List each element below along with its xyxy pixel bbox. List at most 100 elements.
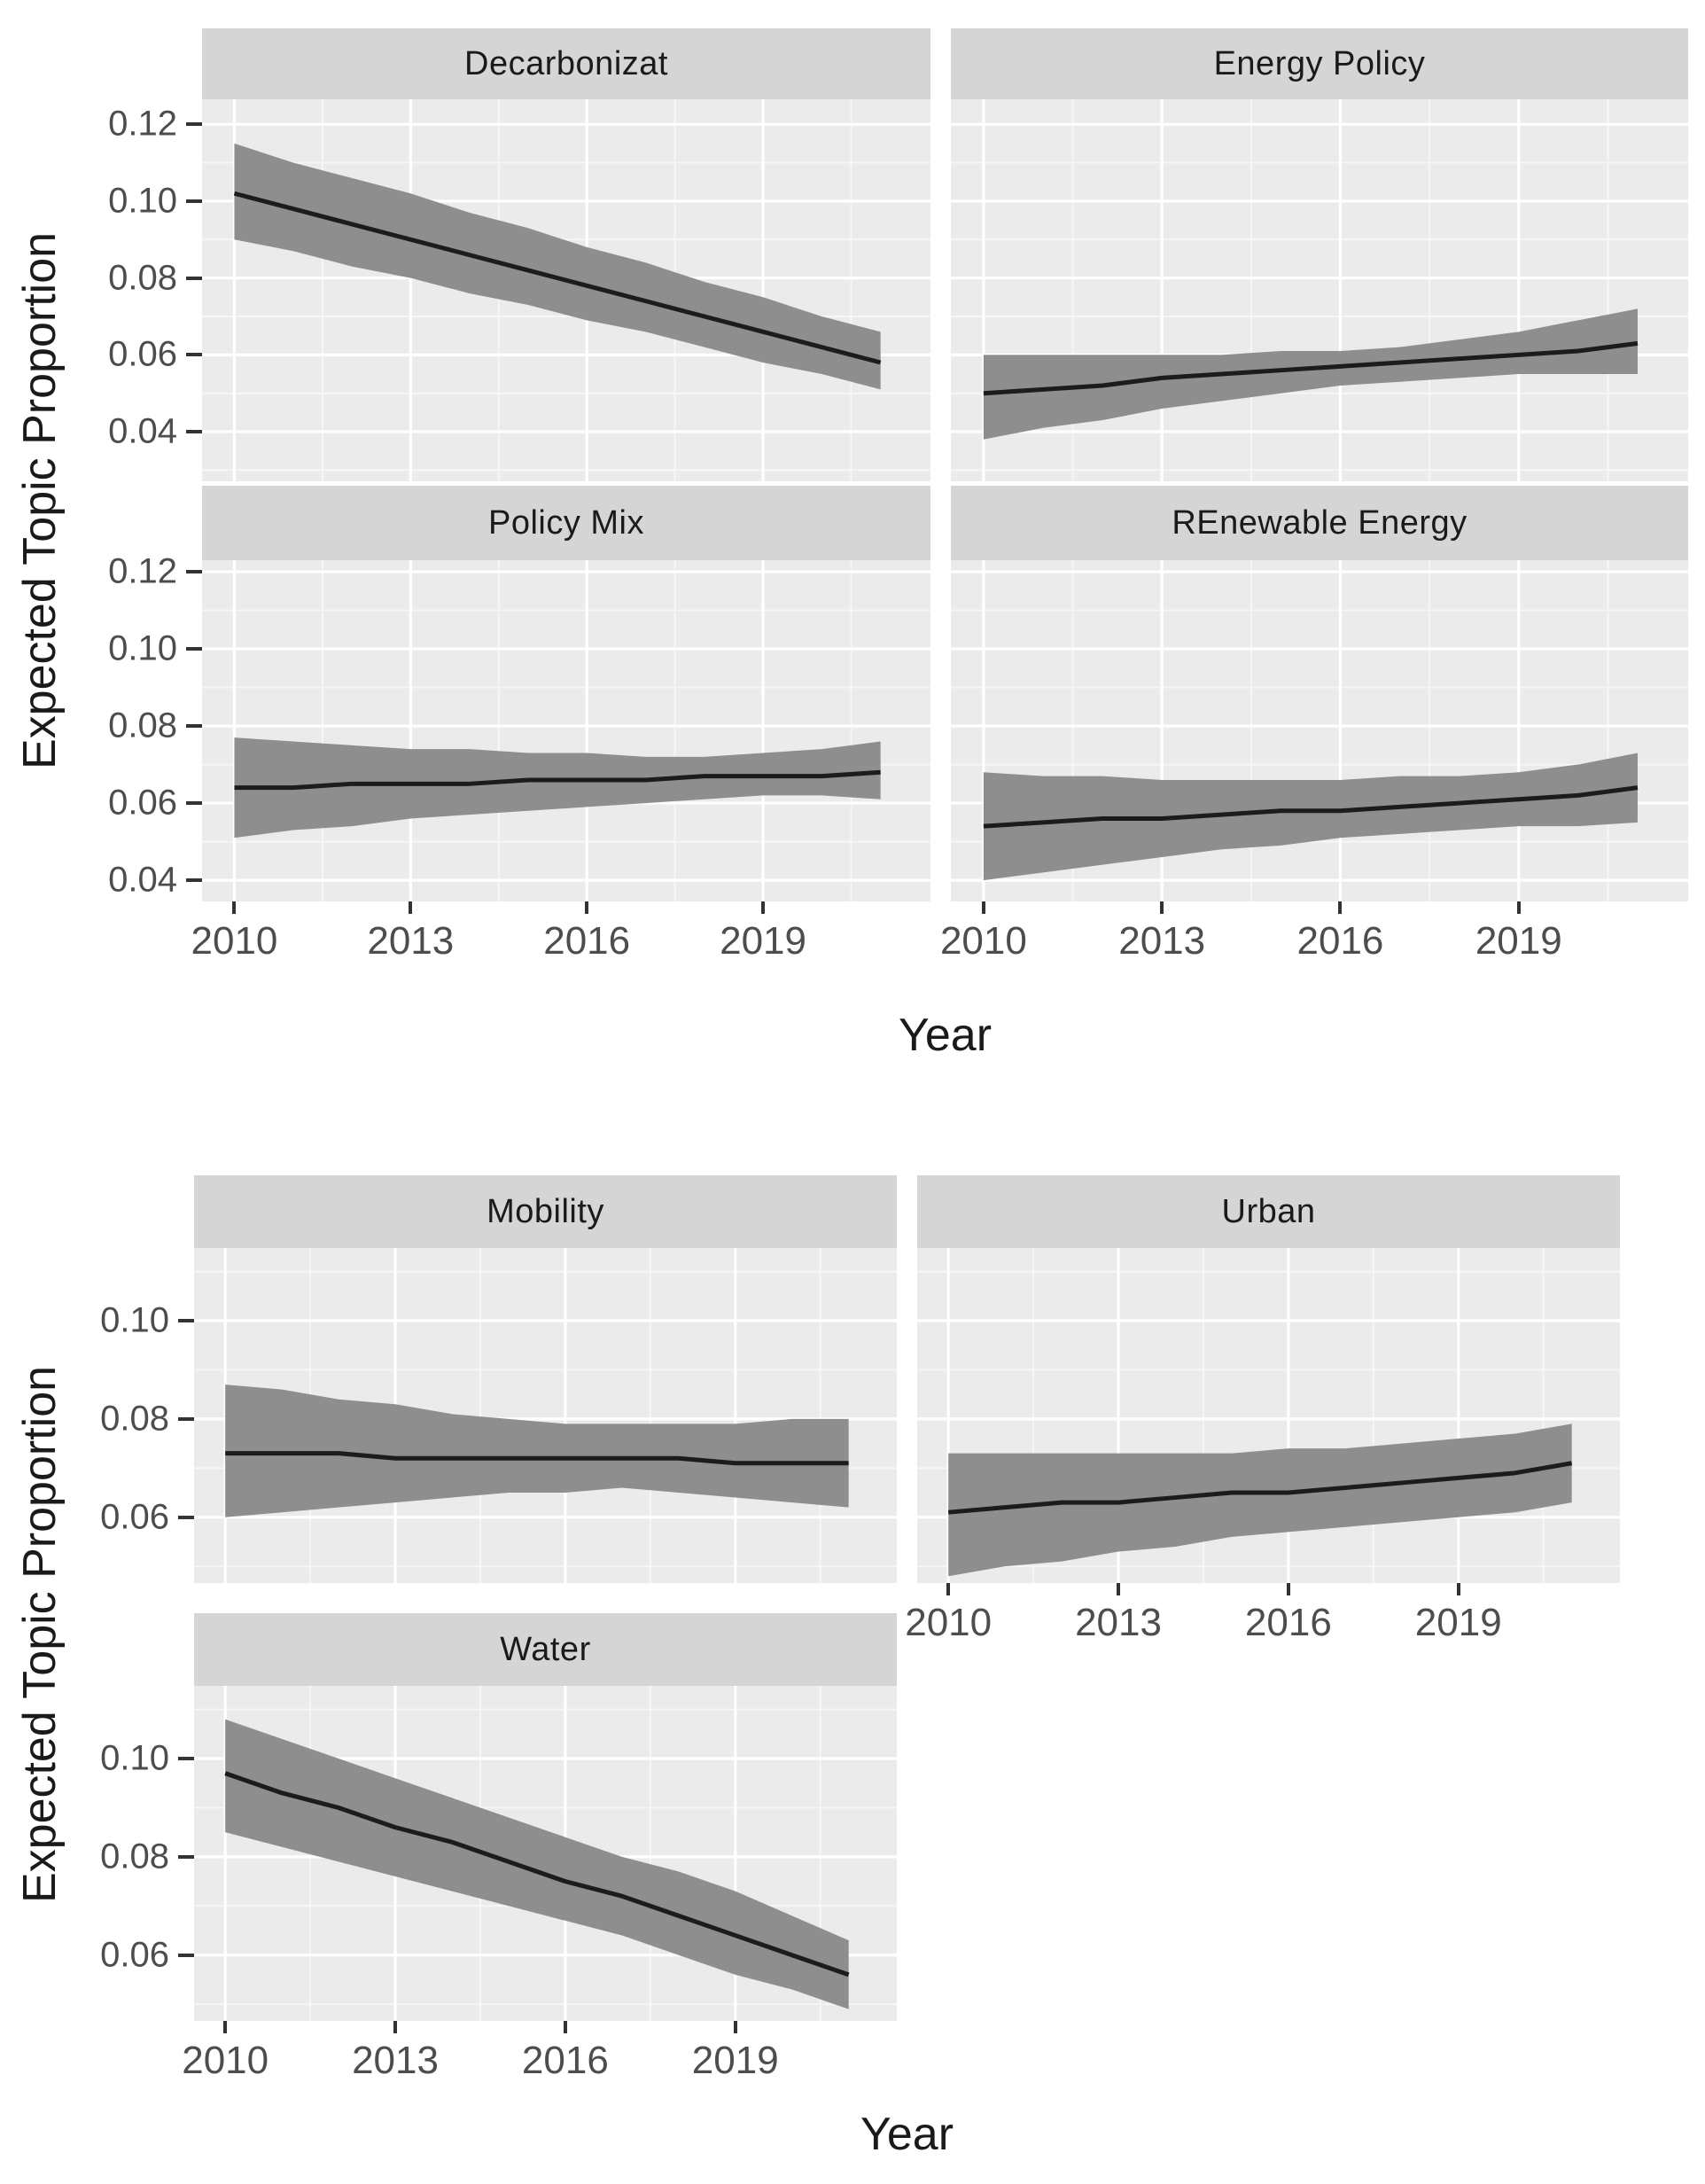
confidence-band — [983, 753, 1638, 881]
y-tick-mark — [178, 1757, 194, 1761]
y-tick-mark — [186, 570, 202, 574]
y-tick-label: 0.10 — [100, 1300, 169, 1340]
trend-line — [947, 1461, 1573, 1515]
x-tick-mark — [733, 2021, 737, 2033]
x-axis-ticks: 2010 2013 2016 2019 — [182, 2021, 897, 2092]
facet-strip-mobility: Mobility — [194, 1175, 897, 1248]
facet-strip-label: Decarbonizat — [464, 44, 668, 82]
x-tick-label: 2016 — [521, 2039, 609, 2082]
x-tick-mark — [1286, 1583, 1290, 1595]
trend-line — [224, 1771, 850, 1977]
trend-line — [983, 785, 1639, 829]
facet-plot-water — [194, 1686, 897, 2021]
x-tick-mark — [393, 2021, 398, 2033]
facet-panel-decarbonizat: Decarbonizat — [202, 28, 930, 481]
x-tick-label: 2019 — [1475, 919, 1562, 963]
y-tick-label: 0.06 — [108, 783, 177, 823]
confidence-band — [983, 308, 1638, 440]
facet-panel-water: Water — [194, 1613, 897, 2021]
facet-plot-decarbonizat — [202, 99, 930, 481]
x-tick-mark — [1160, 901, 1164, 914]
x-axis-title: Year — [898, 1010, 993, 1061]
facet-panel-urban: Urban — [917, 1175, 1620, 1583]
x-tick-mark — [1456, 1583, 1460, 1595]
x-tick-label: 2013 — [367, 919, 455, 963]
trend-line — [234, 769, 881, 791]
x-tick-mark — [981, 901, 985, 914]
facet-plot-urban — [917, 1248, 1620, 1583]
y-tick-mark — [186, 724, 202, 729]
y-tick-label: 0.12 — [108, 551, 177, 591]
facet-plot-energy-policy — [951, 99, 1688, 481]
y-tick-mark — [186, 122, 202, 127]
y-tick-mark — [186, 276, 202, 280]
facet-panel-policy-mix: Policy Mix — [202, 486, 930, 901]
x-tick-mark — [563, 2021, 567, 2033]
y-tick-label: 0.08 — [108, 258, 177, 298]
x-tick-mark — [1516, 901, 1521, 914]
x-tick-mark — [1117, 1583, 1121, 1595]
facet-strip-energy-policy: Energy Policy — [951, 28, 1688, 99]
facet-plot-mobility — [194, 1248, 897, 1583]
facet-strip-label: Water — [500, 1630, 591, 1668]
y-axis-ticks: 0.10 0.08 0.06 — [35, 1248, 194, 1583]
x-tick-label: 2013 — [1075, 1601, 1162, 1644]
facet-strip-renewable-energy: REnewable Energy — [951, 486, 1688, 560]
facet-strip-label: Energy Policy — [1213, 44, 1426, 82]
y-tick-label: 0.10 — [100, 1738, 169, 1778]
y-tick-mark — [186, 801, 202, 806]
y-tick-label: 0.08 — [108, 706, 177, 745]
y-axis-ticks: 0.10 0.08 0.06 — [35, 1686, 194, 2021]
facet-panel-energy-policy: Energy Policy — [951, 28, 1688, 481]
y-axis-ticks: 0.12 0.10 0.08 0.06 0.04 — [35, 552, 202, 901]
x-tick-mark — [585, 901, 589, 914]
x-tick-mark — [1338, 901, 1343, 914]
facet-strip-water: Water — [194, 1613, 897, 1686]
y-tick-mark — [186, 199, 202, 203]
y-tick-mark — [178, 1319, 194, 1323]
y-tick-label: 0.06 — [100, 1497, 169, 1537]
x-tick-label: 2010 — [182, 2039, 269, 2082]
x-tick-mark — [223, 2021, 228, 2033]
x-tick-label: 2013 — [352, 2039, 439, 2082]
y-tick-mark — [178, 1953, 194, 1957]
facet-panel-renewable-energy: REnewable Energy — [951, 486, 1688, 901]
x-tick-mark — [946, 1583, 951, 1595]
x-axis-ticks: 2010 2013 2016 2019 — [905, 1583, 1620, 1654]
confidence-band — [948, 1424, 1572, 1577]
y-tick-label: 0.06 — [100, 1935, 169, 1975]
trend-line — [983, 340, 1639, 396]
facet-strip-label: Mobility — [487, 1192, 604, 1230]
y-tick-label: 0.04 — [108, 411, 177, 451]
y-tick-mark — [186, 430, 202, 434]
facet-strip-label: REnewable Energy — [1172, 503, 1468, 542]
facet-strip-label: Policy Mix — [487, 503, 645, 542]
x-axis-title: Year — [860, 2109, 954, 2160]
x-tick-mark — [232, 901, 237, 914]
x-tick-label: 2019 — [691, 2039, 779, 2082]
x-tick-label: 2016 — [1244, 1601, 1332, 1644]
facet-strip-urban: Urban — [917, 1175, 1620, 1248]
y-tick-mark — [178, 1416, 194, 1421]
y-tick-mark — [186, 878, 202, 883]
x-tick-label: 2019 — [1414, 1601, 1502, 1644]
facet-plot-policy-mix — [202, 560, 930, 901]
y-tick-mark — [178, 1854, 194, 1859]
y-tick-label: 0.10 — [108, 628, 177, 668]
facet-strip-policy-mix: Policy Mix — [202, 486, 930, 560]
trend-line — [233, 191, 882, 365]
y-tick-label: 0.08 — [100, 1837, 169, 1876]
confidence-band — [225, 1384, 849, 1517]
confidence-band — [234, 737, 881, 838]
x-tick-label: 2016 — [543, 919, 631, 963]
y-tick-label: 0.06 — [108, 334, 177, 374]
x-tick-label: 2010 — [939, 919, 1027, 963]
facet-strip-label: Urban — [1221, 1192, 1316, 1230]
x-tick-mark — [761, 901, 766, 914]
y-tick-label: 0.12 — [108, 104, 177, 144]
y-tick-label: 0.10 — [108, 181, 177, 221]
x-axis-ticks: 2010 2013 2016 2019 — [940, 901, 1688, 972]
